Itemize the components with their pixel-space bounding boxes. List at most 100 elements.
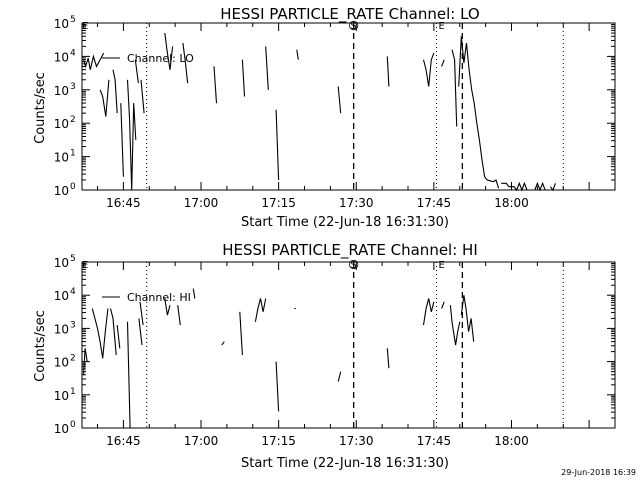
lo-x-tick-label: 18:00 [494, 196, 529, 210]
hi-data-segment [239, 311, 243, 356]
lo-data-segment [458, 36, 500, 189]
lo-y-tick-label: 10 [54, 17, 69, 31]
hi-data-segment [109, 308, 117, 356]
hi-data-segment [441, 301, 445, 309]
lo-y-tick-exponent: 1 [70, 149, 76, 159]
hi-data-segment [254, 298, 267, 322]
lo-data-segment [182, 42, 189, 84]
hi-chart-title: HESSI PARTICLE_RATE Channel: HI [222, 241, 478, 260]
lo-data-segment [140, 79, 145, 114]
lo-y-tick-exponent: 2 [70, 115, 76, 125]
lo-chart-title: HESSI PARTICLE_RATE Channel: LO [220, 5, 479, 24]
hi-data-segment [221, 341, 225, 346]
lo-data-segment [386, 56, 390, 87]
hi-x-tick-label: 18:00 [494, 434, 529, 448]
hi-data-segment [275, 361, 280, 412]
lo-data-segment [441, 59, 445, 67]
lo-data-segment [213, 66, 218, 104]
lo-y-tick-label: 10 [54, 50, 69, 64]
hi-event-marker-s: S [350, 260, 356, 271]
hi-data-segment [449, 305, 461, 346]
hi-y-tick-exponent: 5 [70, 254, 76, 264]
lo-data-segment [83, 52, 105, 70]
lo-event-marker-circle [349, 20, 359, 31]
hi-data-segment [164, 298, 171, 316]
hi-x-tick-label: 17:30 [339, 434, 374, 448]
hi-x-axis-label: Start Time (22-Jun-18 16:31:30) [241, 456, 449, 471]
hi-data-segment [83, 348, 88, 375]
hi-y-tick-label: 10 [54, 289, 69, 303]
hi-legend-label: Channel: HI [127, 291, 191, 304]
lo-data-segment [120, 103, 124, 177]
lo-data-segment [549, 183, 557, 192]
hi-x-tick-label: 17:00 [184, 434, 219, 448]
hi-y-tick-exponent: 2 [70, 354, 76, 364]
hi-data-segment [138, 318, 143, 346]
lo-y-tick-exponent: 0 [70, 182, 76, 192]
lo-event-marker-s: S [350, 21, 356, 32]
hi-y-tick-label: 10 [54, 422, 69, 436]
lo-x-tick-label: 17:45 [417, 196, 452, 210]
hi-y-tick-exponent: 3 [70, 320, 76, 330]
lo-y-tick-label: 10 [54, 151, 69, 165]
hi-x-tick-label: 16:45 [106, 434, 141, 448]
lo-y-tick-exponent: 4 [70, 48, 76, 58]
lo-event-marker-e: E [438, 21, 444, 32]
lo-data-segment [241, 59, 246, 97]
lo-data-segment [422, 52, 435, 87]
lo-data-segment [265, 46, 269, 90]
hi-y-axis-label: Counts/sec [33, 310, 48, 382]
hi-data-segment [192, 288, 196, 299]
hi-event-marker-circle [349, 259, 359, 270]
lo-x-tick-label: 16:45 [106, 196, 141, 210]
hi-y-tick-exponent: 0 [70, 420, 76, 430]
hi-y-tick-label: 10 [54, 356, 69, 370]
hi-data-segment [386, 348, 390, 369]
lo-data-segment [112, 69, 118, 114]
lo-y-tick-exponent: 3 [70, 82, 76, 92]
lo-data-segment [534, 181, 546, 192]
lo-y-tick-label: 10 [54, 117, 69, 131]
hi-data-segment [126, 321, 131, 429]
lo-y-tick-label: 10 [54, 84, 69, 98]
hi-y-tick-label: 10 [54, 322, 69, 336]
hi-data-segment [422, 298, 435, 326]
hi-y-tick-exponent: 1 [70, 387, 76, 397]
hi-x-tick-label: 17:45 [417, 434, 452, 448]
lo-data-segment [99, 79, 110, 117]
lo-data-segment [126, 79, 137, 191]
lo-data-segment [275, 109, 280, 181]
lo-x-tick-label: 17:15 [261, 196, 296, 210]
hi-data-segment [139, 301, 144, 326]
hi-data-segment [116, 325, 121, 349]
lo-data-segment [501, 181, 528, 192]
lo-x-tick-label: 17:30 [339, 196, 374, 210]
lo-channel-panel: HESSI PARTICLE_RATE Channel: LO Start Ti… [33, 5, 616, 230]
footer-timestamp: 29-Jun-2018 16:39 [561, 468, 636, 477]
lo-y-tick-exponent: 5 [70, 15, 76, 25]
lo-data-segment [337, 86, 342, 114]
lo-plot-frame [81, 22, 616, 191]
lo-y-axis-label: Counts/sec [33, 72, 48, 144]
lo-data-segment [134, 59, 139, 84]
hi-plot-frame [81, 261, 616, 429]
lo-x-axis-label: Start Time (22-Jun-18 16:31:30) [241, 215, 449, 230]
lo-legend-label: Channel: LO [127, 52, 194, 65]
lo-y-tick-label: 10 [54, 184, 69, 198]
hi-data-segment [337, 371, 342, 382]
lo-data-segment [296, 49, 299, 60]
hi-channel-panel: HESSI PARTICLE_RATE Channel: HI Start Ti… [33, 241, 616, 471]
lo-data-segment [164, 32, 174, 70]
hi-data-segment [91, 308, 109, 359]
hi-y-tick-label: 10 [54, 389, 69, 403]
hi-y-tick-label: 10 [54, 256, 69, 270]
lo-data-segment [451, 49, 458, 127]
hi-y-tick-exponent: 4 [70, 287, 76, 297]
hi-data-segment [177, 305, 181, 326]
hi-data-segment [460, 295, 475, 342]
hi-event-marker-e: E [82, 260, 88, 271]
hi-event-marker-e: E [438, 260, 444, 271]
lo-event-marker-e: E [82, 21, 88, 32]
lo-x-tick-label: 17:00 [184, 196, 219, 210]
